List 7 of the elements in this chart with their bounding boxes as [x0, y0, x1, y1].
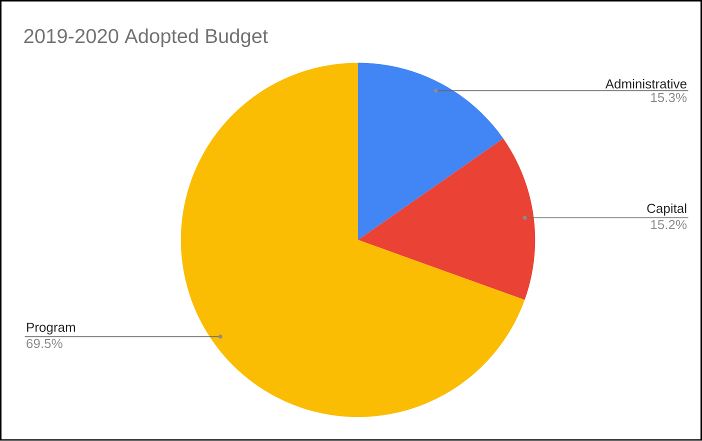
- slice-label: Program: [27, 322, 75, 335]
- data-label: 69.5%: [26, 338, 62, 348]
- data-label: 15.3%: [651, 92, 687, 102]
- chart-title: 2019-2020 Adopted Budget: [24, 28, 268, 48]
- slice-label: Capital: [647, 204, 686, 216]
- slice-label: Administrative: [605, 79, 686, 89]
- data-label: 15.2%: [651, 220, 687, 230]
